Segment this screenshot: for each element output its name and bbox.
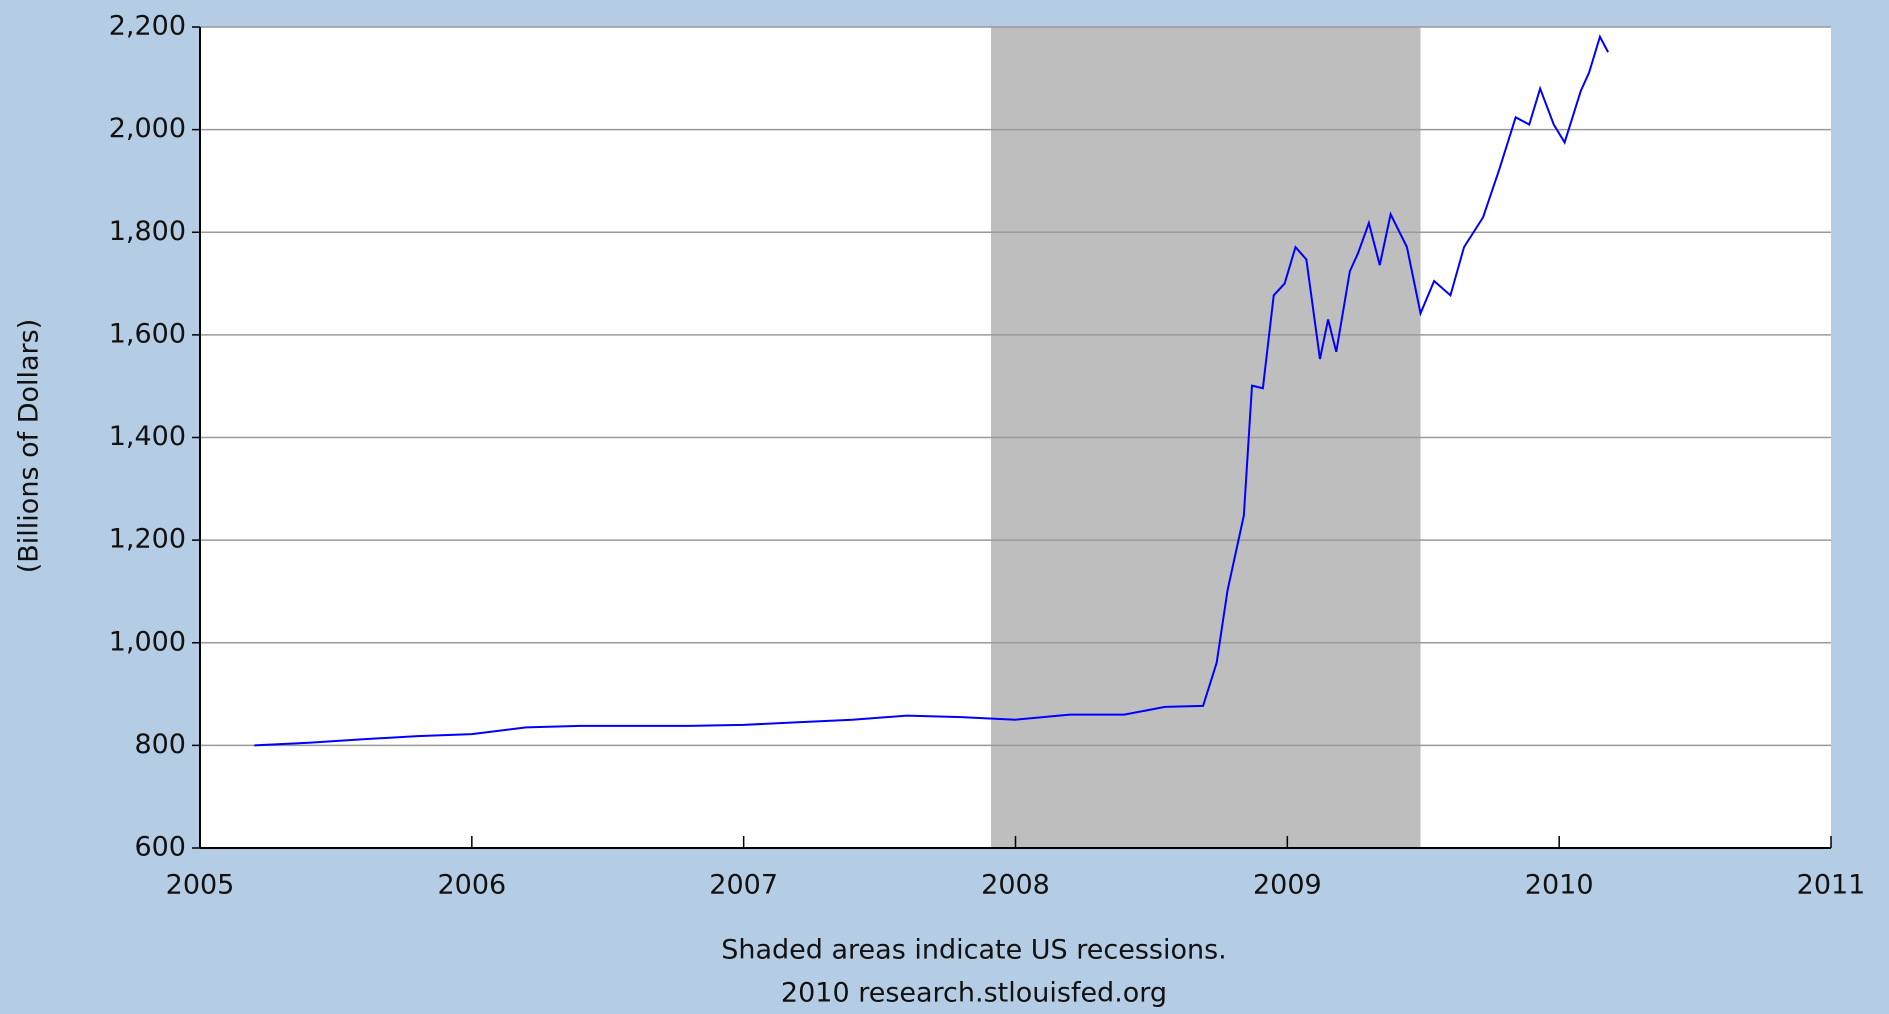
x-tick-label: 2007	[709, 870, 778, 901]
y-tick-label: 2,000	[109, 113, 186, 144]
x-tick-label: 2011	[1797, 870, 1866, 901]
data-line	[254, 34, 1609, 747]
note: Shaded areas indicate US recessions.	[721, 935, 1227, 966]
x-tick-label: 2009	[1253, 870, 1322, 901]
y-tick-label: 1,800	[109, 216, 186, 247]
note: 2010 research.stlouisfed.org	[781, 978, 1167, 1009]
x-tick-label: 2006	[437, 870, 506, 901]
y-axis-label: (Billions of Dollars)	[14, 319, 45, 574]
x-tick-label: 2010	[1525, 870, 1594, 901]
y-tick-label: 2,200	[109, 11, 186, 42]
x-tick-label: 2005	[166, 870, 235, 901]
y-tick-label: 1,000	[109, 626, 186, 657]
x-tick-label: 2008	[981, 870, 1050, 901]
y-tick-label: 1,600	[109, 318, 186, 349]
y-tick-label: 800	[134, 729, 186, 760]
y-tick-label: 1,200	[109, 524, 186, 555]
y-tick-label: 1,400	[109, 421, 186, 452]
y-tick-label: 600	[134, 832, 186, 863]
